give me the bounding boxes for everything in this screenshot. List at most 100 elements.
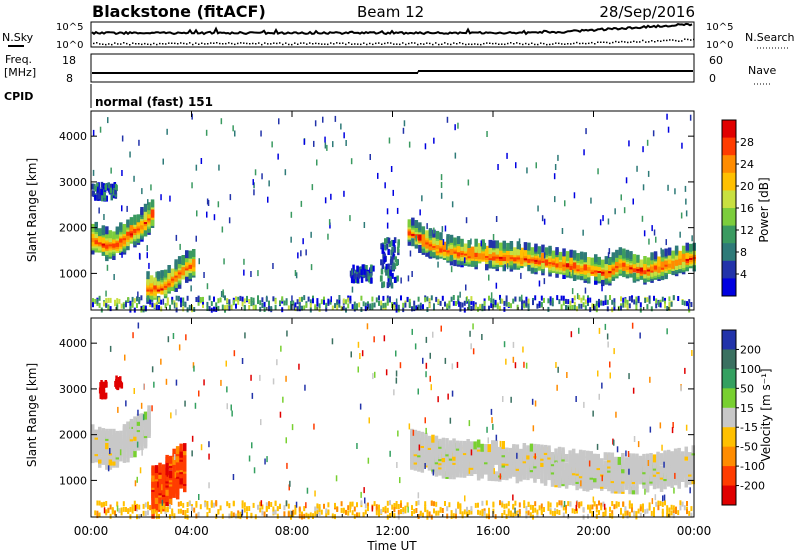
power-cell xyxy=(387,249,390,255)
velocity-ground-cell xyxy=(582,507,585,513)
velocity-ground-cell xyxy=(406,502,409,508)
power-scatter xyxy=(126,205,128,212)
power-ground-cell xyxy=(164,303,167,309)
velocity-ground-cell xyxy=(466,506,468,512)
power-ground-cell xyxy=(292,300,295,306)
power-ground-cell xyxy=(301,305,303,311)
velocity-ground-cell xyxy=(573,508,576,514)
velocity-ground-cell xyxy=(122,501,125,507)
velocity-ground-cell xyxy=(690,506,693,512)
velocity-ground-cell xyxy=(133,500,136,506)
power-cell xyxy=(421,232,426,241)
power-scatter xyxy=(450,266,453,273)
velocity-scatter xyxy=(639,332,641,339)
power-ground-cell xyxy=(481,303,484,309)
power-cell xyxy=(112,235,116,244)
velocity-scatter xyxy=(139,467,142,474)
velocity-cell xyxy=(691,445,695,454)
noise-search-point xyxy=(690,39,692,41)
velocity-ground-cell xyxy=(433,501,435,507)
velocity-ground-cell xyxy=(481,500,484,506)
velocity-ground-cell xyxy=(512,512,515,518)
velocity-cell xyxy=(607,458,611,467)
velocity-ground-cell xyxy=(199,504,202,510)
power-ground-cell xyxy=(606,299,609,305)
velocity-scatter xyxy=(173,454,176,460)
velocity-cell xyxy=(459,459,463,468)
noise-search-point xyxy=(261,43,263,46)
velocity-scatter xyxy=(663,461,665,468)
velocity-cell xyxy=(575,453,579,462)
power-ground-cell xyxy=(470,299,473,305)
velocity-scatter xyxy=(250,374,252,381)
power-cell xyxy=(629,251,633,260)
power-cell xyxy=(541,244,545,253)
power-ground-cell xyxy=(349,298,352,304)
power-cell xyxy=(91,234,95,243)
power-cell xyxy=(516,245,521,254)
power-ground-cell xyxy=(257,295,259,301)
power-ground-cell xyxy=(294,302,297,308)
velocity-cell xyxy=(172,477,176,486)
power-cell xyxy=(94,185,97,192)
velocity-ground-cell xyxy=(318,504,321,510)
velocity-cell xyxy=(126,450,130,459)
power-cell xyxy=(527,242,531,251)
velocity-ground-cell xyxy=(620,507,622,513)
colorbar-tick-label: 24 xyxy=(740,158,754,171)
velocity-scatter xyxy=(174,471,177,478)
velocity-ground-cell xyxy=(525,513,528,519)
power-cell xyxy=(506,242,510,251)
velocity-cell xyxy=(484,444,488,452)
velocity-cell xyxy=(448,440,453,449)
power-cell xyxy=(432,235,436,244)
power-scatter xyxy=(628,140,630,147)
power-cell xyxy=(579,272,584,281)
power-ground-cell xyxy=(92,302,94,308)
velocity-scatter xyxy=(374,371,376,378)
velocity-cell xyxy=(133,424,137,433)
velocity-scatter xyxy=(532,425,535,432)
power-scatter xyxy=(437,261,439,268)
noise-search-point xyxy=(486,42,488,44)
power-ground-cell xyxy=(560,304,563,310)
velocity-ground-cell xyxy=(340,501,343,507)
power-cell xyxy=(601,271,605,280)
power-cell xyxy=(94,194,97,201)
velocity-scatter xyxy=(185,334,187,341)
velocity-ground-cell xyxy=(252,502,255,508)
power-cell xyxy=(502,240,506,249)
power-ground-cell xyxy=(437,298,440,304)
power-cell xyxy=(449,234,454,243)
velocity-ground-cell xyxy=(243,507,246,513)
velocity-ground-cell xyxy=(342,508,345,514)
velocity-scatter xyxy=(372,373,374,380)
power-scatter xyxy=(92,129,95,136)
power-scatter xyxy=(518,238,521,245)
velocity-ground-cell xyxy=(206,512,209,518)
noise-search-point xyxy=(639,41,641,43)
power-cell xyxy=(389,270,392,277)
power-cell xyxy=(382,281,386,288)
velocity-ground-cell xyxy=(444,501,446,506)
noise-search-point xyxy=(387,42,389,44)
power-ground-cell xyxy=(534,295,537,301)
velocity-ground-cell xyxy=(534,507,537,513)
velocity-cell xyxy=(99,392,103,399)
velocity-cell xyxy=(154,496,159,504)
velocity-cell xyxy=(161,464,166,473)
velocity-cell xyxy=(631,461,636,470)
velocity-ground-cell xyxy=(347,510,350,516)
power-cell xyxy=(460,238,464,247)
noise-search-point xyxy=(303,42,305,44)
power-ground-cell xyxy=(294,306,297,312)
velocity-scatter xyxy=(153,381,155,388)
velocity-cell xyxy=(133,449,137,458)
velocity-ground-cell xyxy=(457,501,460,507)
velocity-cell xyxy=(666,449,671,458)
power-scatter xyxy=(495,282,498,289)
power-ground-cell xyxy=(367,303,369,309)
velocity-cell xyxy=(614,473,618,482)
velocity-ground-cell xyxy=(534,501,537,507)
power-cell xyxy=(576,253,580,261)
